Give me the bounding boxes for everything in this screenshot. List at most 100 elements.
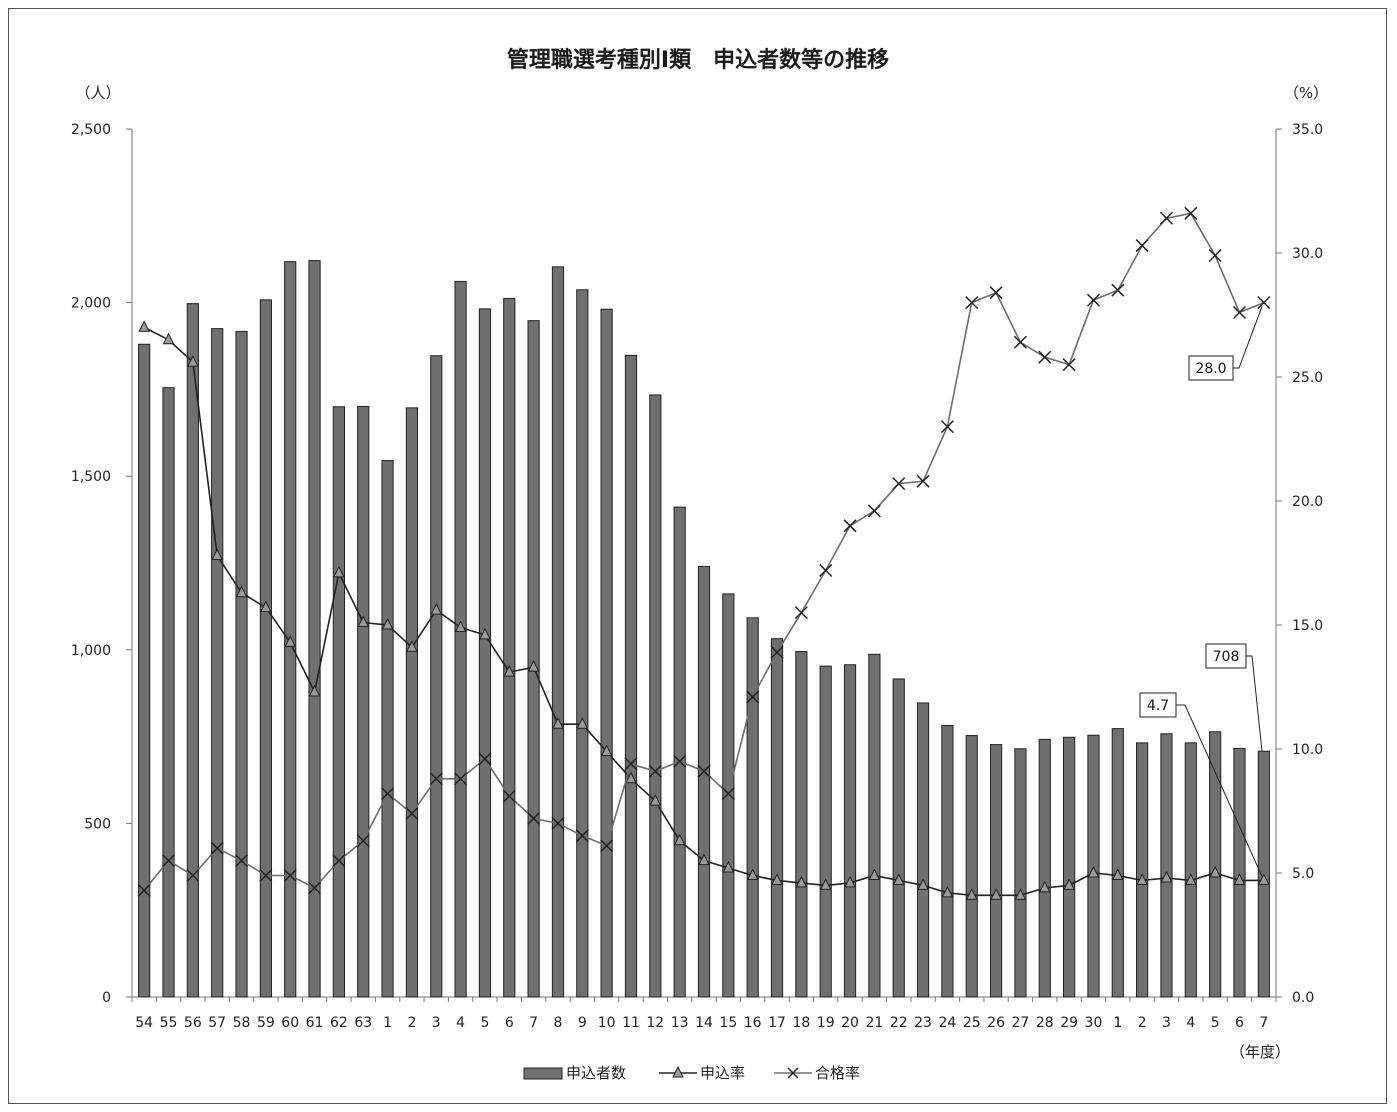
y-right-tick-label: 0.0 <box>1292 990 1314 1006</box>
x-marker <box>332 854 346 868</box>
axes: 0 500 1,000 1,500 2,000 2,500 0.0 5.0 10.0 15.0 20… <box>71 122 1323 1031</box>
triangle-marker <box>333 565 345 578</box>
x-marker <box>697 764 711 778</box>
x-tick-label: 16 <box>744 1015 762 1031</box>
bar <box>1209 731 1222 998</box>
legend-triangle-marker-icon <box>672 1065 684 1078</box>
bar <box>965 735 978 998</box>
x-tick-label: 20 <box>841 1015 859 1031</box>
x-tick-label: 2 <box>1138 1015 1147 1031</box>
x-marker <box>965 296 979 310</box>
callouts: 708 4.7 28.0 <box>1139 306 1263 877</box>
triangle-marker <box>260 600 272 613</box>
x-tick-label: 25 <box>963 1015 981 1031</box>
triangle-marker <box>503 665 516 677</box>
legend-x-marker-icon <box>787 1067 799 1079</box>
bar <box>770 638 784 998</box>
bar <box>868 653 881 998</box>
y-right-tick-label: 20.0 <box>1292 494 1323 510</box>
bar <box>430 355 443 998</box>
bar <box>1014 748 1027 998</box>
bar <box>624 354 638 998</box>
x-marker <box>648 764 662 778</box>
triangle-marker <box>1063 878 1075 890</box>
triangle-marker <box>771 873 783 885</box>
x-marker <box>1111 283 1125 297</box>
triangle-marker <box>722 860 735 873</box>
x-tick-label: 61 <box>306 1015 324 1031</box>
x-tick-label: 5 <box>1211 1015 1220 1031</box>
triangle-marker <box>284 635 297 647</box>
triangle-marker <box>892 873 905 885</box>
callout-label: 4.7 <box>1147 698 1169 714</box>
x-tick-label: 6 <box>1235 1015 1244 1031</box>
triangle-marker <box>552 717 564 729</box>
x-marker <box>283 868 297 883</box>
triangle-marker <box>406 640 418 652</box>
triangle-marker <box>1111 868 1124 880</box>
x-marker <box>916 474 930 488</box>
triangle-marker <box>527 660 540 672</box>
x-tick-label: 59 <box>257 1015 275 1031</box>
legend-label-application-rate: 申込率 <box>700 1064 745 1082</box>
x-tick-label: 8 <box>553 1015 562 1031</box>
x-marker <box>235 854 249 868</box>
y-left-tick-label: 0 <box>102 990 111 1006</box>
x-tick-label: 1 <box>1113 1015 1122 1031</box>
x-marker <box>673 754 687 768</box>
triangle-marker <box>746 868 759 880</box>
bar <box>381 460 394 998</box>
triangle-marker <box>1136 873 1148 885</box>
x-tick-label: 54 <box>135 1015 153 1031</box>
bar <box>357 405 370 998</box>
x-marker <box>746 690 760 704</box>
bar <box>916 702 930 998</box>
triangle-marker <box>162 332 175 345</box>
triangle-marker <box>308 684 321 697</box>
x-marker <box>940 420 954 434</box>
x-unit: （年度） <box>1230 1043 1290 1061</box>
bar <box>1184 742 1197 998</box>
bar <box>527 320 540 998</box>
bar <box>843 664 857 998</box>
triangle-marker <box>649 793 662 806</box>
y-left-tick-label: 500 <box>84 816 111 832</box>
triangle-marker <box>1209 865 1221 878</box>
x-marker <box>1159 211 1174 225</box>
bar <box>819 665 832 998</box>
y-right-tick-label: 25.0 <box>1292 370 1323 386</box>
bar <box>186 303 199 998</box>
bar <box>211 328 224 998</box>
bar <box>551 266 565 998</box>
x-tick-label: 4 <box>1186 1015 1195 1031</box>
bar <box>284 261 297 998</box>
x-tick-label: 62 <box>330 1015 348 1031</box>
x-marker <box>575 829 589 843</box>
bar <box>259 299 272 998</box>
legend-label-applicants: 申込者数 <box>566 1064 626 1082</box>
triangle-marker <box>673 833 686 846</box>
bar <box>795 651 808 998</box>
callout-box <box>1188 355 1234 381</box>
x-tick-label: 7 <box>1259 1015 1268 1031</box>
x-marker <box>210 841 224 855</box>
callout-leader <box>1233 306 1263 369</box>
bar <box>162 387 175 998</box>
bar <box>746 617 759 998</box>
y-left-tick-label: 1,500 <box>71 469 111 485</box>
x-marker <box>405 806 419 821</box>
callout-label: 708 <box>1213 649 1240 665</box>
x-tick-label: 13 <box>671 1015 689 1031</box>
legend-bar-swatch <box>523 1067 563 1080</box>
x-marker <box>259 868 273 883</box>
y-right-tick-label: 5.0 <box>1292 866 1314 882</box>
x-marker <box>1257 296 1271 310</box>
x-marker <box>1135 239 1149 253</box>
bar <box>1038 738 1051 998</box>
x-marker <box>454 772 468 786</box>
x-tick-label: 23 <box>914 1015 932 1031</box>
callout-leader <box>1176 704 1263 877</box>
x-tick-label: 5 <box>480 1015 489 1031</box>
x-marker <box>600 839 614 853</box>
